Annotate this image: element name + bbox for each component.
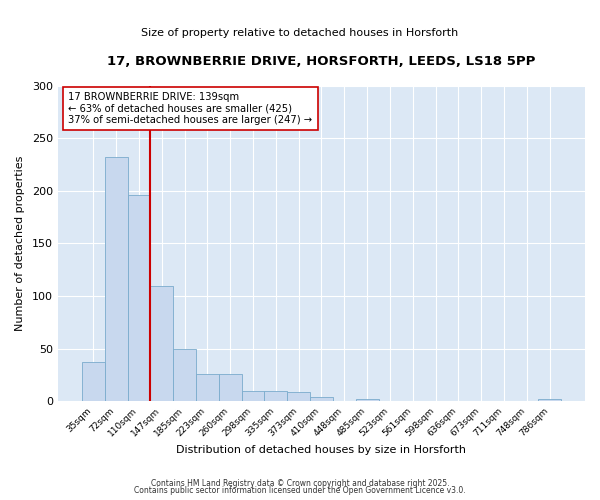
Bar <box>265 390 287 401</box>
Bar <box>538 399 561 401</box>
Bar <box>82 362 105 401</box>
Bar <box>151 286 173 401</box>
Bar <box>105 158 128 401</box>
Text: Contains public sector information licensed under the Open Government Licence v3: Contains public sector information licen… <box>134 486 466 495</box>
Bar <box>173 348 196 401</box>
Text: Size of property relative to detached houses in Horsforth: Size of property relative to detached ho… <box>142 28 458 38</box>
Text: 17 BROWNBERRIE DRIVE: 139sqm
← 63% of detached houses are smaller (425)
37% of s: 17 BROWNBERRIE DRIVE: 139sqm ← 63% of de… <box>68 92 313 126</box>
Y-axis label: Number of detached properties: Number of detached properties <box>15 156 25 331</box>
Bar <box>242 390 265 401</box>
Bar <box>128 195 151 401</box>
Bar <box>219 374 242 401</box>
X-axis label: Distribution of detached houses by size in Horsforth: Distribution of detached houses by size … <box>176 445 466 455</box>
Bar <box>356 399 379 401</box>
Text: Contains HM Land Registry data © Crown copyright and database right 2025.: Contains HM Land Registry data © Crown c… <box>151 478 449 488</box>
Bar <box>310 397 333 401</box>
Bar <box>287 392 310 401</box>
Bar <box>196 374 219 401</box>
Title: 17, BROWNBERRIE DRIVE, HORSFORTH, LEEDS, LS18 5PP: 17, BROWNBERRIE DRIVE, HORSFORTH, LEEDS,… <box>107 55 536 68</box>
